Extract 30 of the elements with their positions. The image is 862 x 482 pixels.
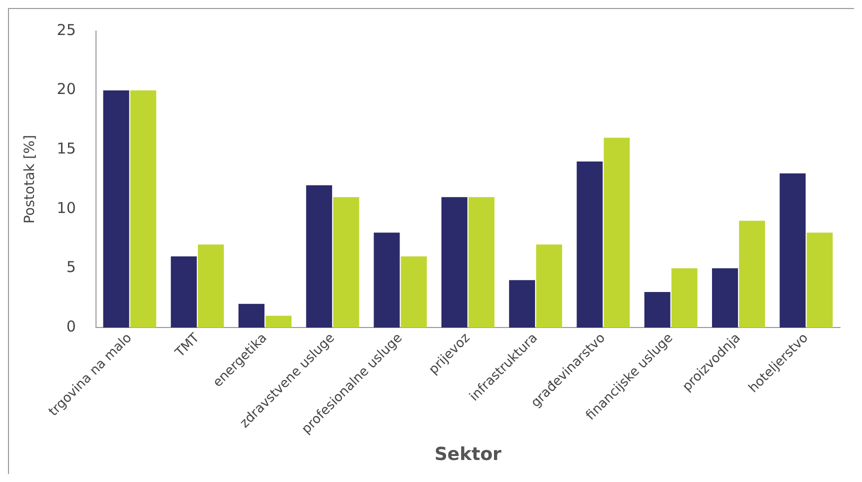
bar [604,138,630,328]
bar [441,197,468,328]
bar [400,256,427,328]
bar [266,316,292,328]
y-tick-label: 15 [56,140,76,158]
bar [671,268,698,328]
bar [374,232,400,328]
bar [739,220,766,328]
bar [130,90,156,328]
y-axis-title: Postotak [%] [22,134,38,224]
bar [509,280,536,328]
bar [306,185,332,328]
y-tick-label: 25 [56,20,76,39]
y-tick-label: 0 [66,317,76,336]
bar [468,197,494,328]
bar [103,90,130,328]
y-tick-label: 5 [66,258,76,276]
bar [536,244,562,328]
x-axis-title: Sektor [434,444,502,465]
bar [644,292,670,328]
bar [170,256,197,328]
bar [576,161,603,328]
bar [333,197,360,328]
y-tick-label: 20 [56,80,76,98]
bar [806,232,833,328]
y-tick-label: 10 [56,198,76,217]
bar [238,304,264,328]
bar [198,244,224,328]
bar [780,173,806,328]
bar [712,268,738,328]
